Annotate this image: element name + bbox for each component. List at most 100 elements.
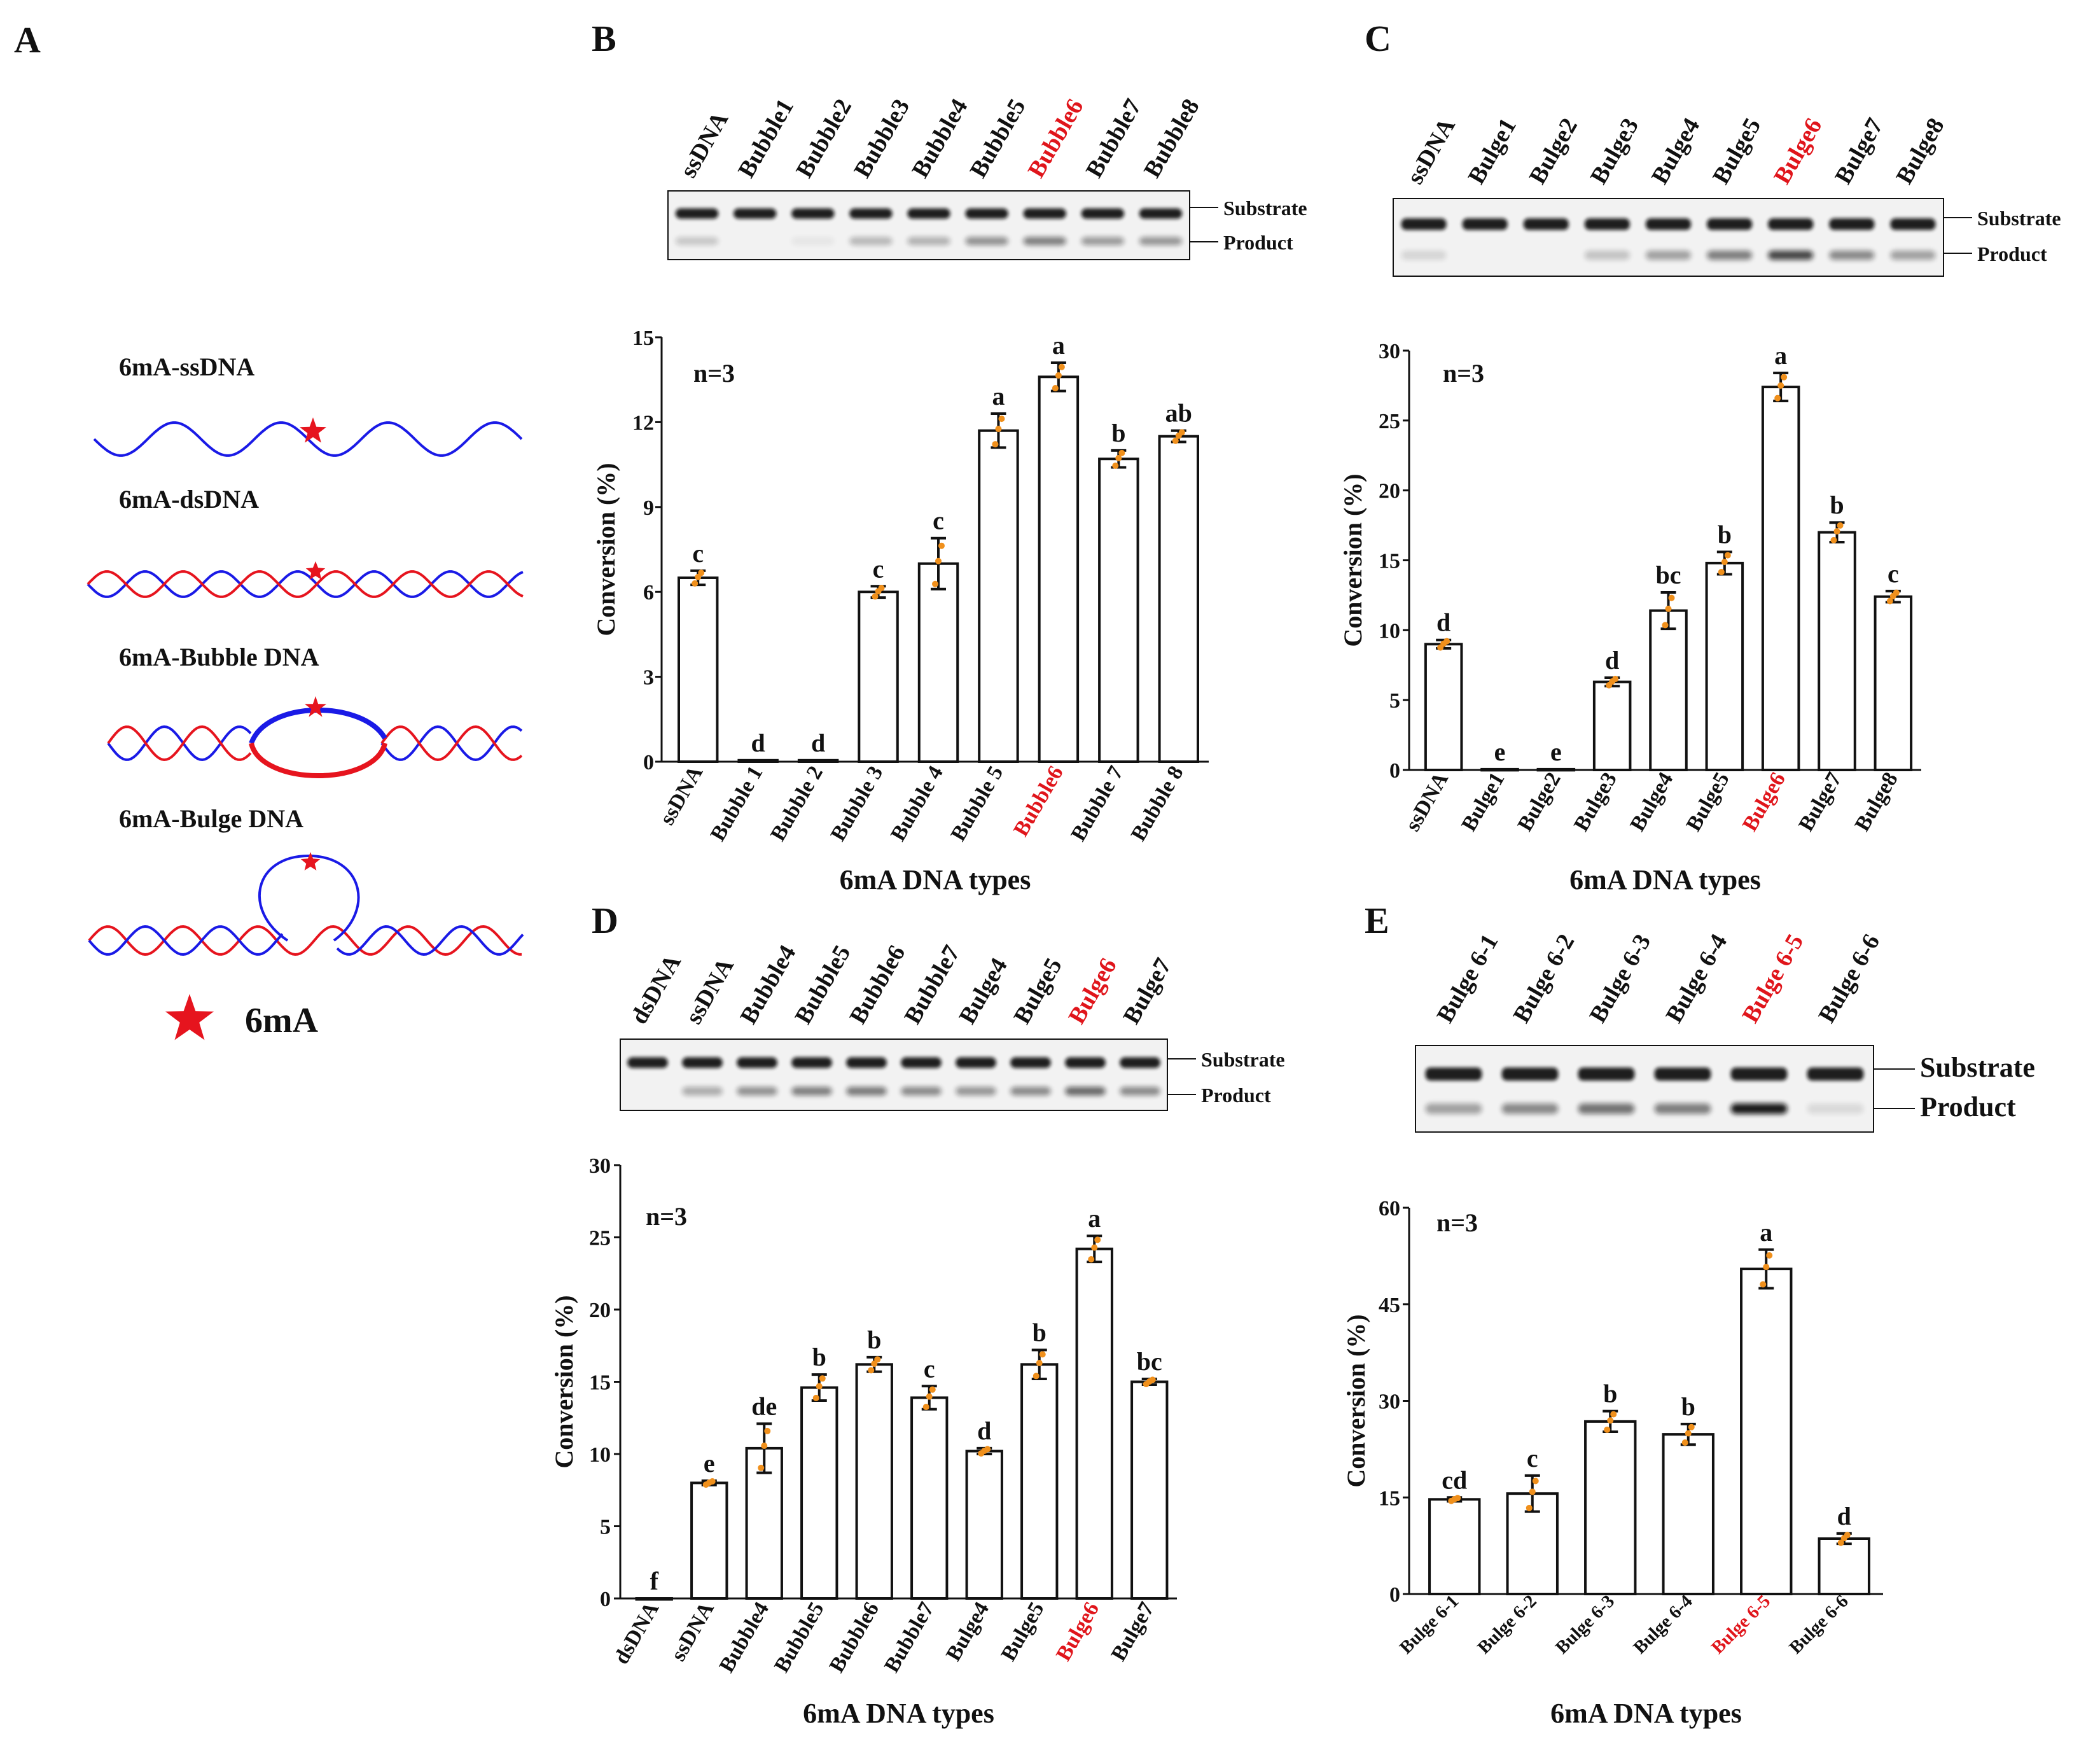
x-axis-title-c: 6mA DNA types [1569,864,1761,895]
bar [1020,1363,1059,1600]
bubble-right-red [380,725,523,762]
replicate-point [1688,1423,1695,1430]
panel-letter-c: C [1365,18,1391,59]
significance-letter: e [1494,738,1506,766]
gel-lane-label: ssDNA [1401,113,1461,188]
gel-label-substrate: Substrate [1223,197,1307,220]
significance-letter: c [933,507,944,535]
y-tick-label: 30 [1379,340,1400,363]
gel-lane-label: Bulge6 [1063,954,1122,1029]
category-label: ssDNA [655,762,707,829]
substrate-band [1401,218,1447,230]
significance-letter: bc [1137,1347,1162,1376]
y-tick-label: 30 [1379,1390,1400,1414]
product-band [1768,250,1814,260]
replicate-point [1893,589,1900,596]
substrate-band [1829,218,1875,230]
substrate-band [1501,1067,1559,1081]
product-band [1707,250,1753,260]
gel-e: Substrate Product [1415,1045,2035,1133]
replicate-point [1454,1495,1461,1502]
significance-letter: c [924,1354,935,1383]
product-band [1425,1103,1482,1114]
y-tick-label: 0 [643,751,654,774]
gel-lane-label: Bubble1 [733,94,799,182]
substrate-band [1768,218,1814,230]
replicate-point [761,1443,768,1450]
significance-letter: d [977,1416,991,1445]
significance-letter: a [1088,1204,1101,1233]
substrate-band [965,208,1008,219]
replicate-point [1115,454,1122,461]
replicate-point [1830,536,1837,543]
substrate-band [733,208,777,219]
product-band [1829,250,1875,260]
gel-lane-label: ssDNA [680,953,739,1028]
product-band [1807,1103,1864,1114]
replicate-point [1662,622,1669,629]
replicate-point [1837,1539,1844,1546]
replicate-point [764,1427,771,1434]
category-label: Bulge1 [1457,769,1509,836]
substrate-band [675,208,719,219]
significance-letter: ab [1165,399,1192,428]
substrate-band [1578,1067,1635,1081]
replicate-point [1685,1430,1692,1437]
replicate-point [1612,675,1619,682]
bar [1536,767,1576,772]
product-band [1010,1087,1051,1096]
replicate-point [1607,1417,1614,1424]
product-band [849,237,893,246]
bar [910,1396,949,1600]
substrate-band [907,208,950,219]
dna-schematic: 6mA-ssDNA 6mA-dsDNA 6mA-Bubble DNA 6mA-B… [87,353,524,1040]
gel-lane-label: Bulge5 [1008,954,1067,1029]
replicate-point [812,1394,819,1401]
substrate-band [901,1057,942,1068]
bar [1761,386,1800,771]
replicate-point [872,593,879,600]
y-axis-title-e: Conversion (%) [1342,1314,1370,1487]
y-tick-label: 30 [589,1154,611,1178]
significance-letter: b [812,1343,826,1371]
product-band [1023,237,1066,246]
replicate-point [995,426,1002,433]
y-tick-label: 5 [1389,689,1400,713]
category-label: Bulge7 [1107,1598,1159,1665]
category-label: Bubble 7 [1066,762,1128,846]
bar [1874,595,1913,771]
significance-letter: f [650,1567,659,1595]
gel-lane-label: Bubble4 [907,94,973,182]
bar [1480,767,1519,772]
gel-lane-label: Bubble8 [1139,94,1205,182]
category-label: ssDNA [1401,768,1453,836]
bar [858,591,899,763]
category-label: Bulge2 [1513,769,1566,836]
replicate-point [1094,1236,1101,1243]
bar [1130,1380,1169,1600]
gel-lane-label: Bubble3 [849,94,915,182]
replicate-point [692,580,699,587]
replicate-point [1766,1252,1773,1259]
y-tick-label: 5 [600,1516,611,1539]
replicate-point [819,1375,826,1382]
significance-letter: a [1760,1218,1772,1247]
gel-label-substrate: Substrate [1920,1052,2035,1083]
gel-label-product: Product [1920,1091,2016,1122]
significance-letter: d [1605,646,1619,675]
replicate-point [1665,605,1672,612]
bulge-right-blue [336,925,524,956]
product-band [682,1087,723,1096]
gel-frame-c [1393,198,1944,277]
legend-6ma-label: 6mA [245,1001,319,1040]
gel-frame-b [667,190,1190,260]
schematic-label-ssdna: 6mA-ssDNA [119,353,254,381]
product-band [791,237,835,246]
bar [855,1363,893,1600]
significance-letter: b [1681,1392,1695,1421]
x-axis-title-e: 6mA DNA types [1550,1698,1742,1729]
replicate-point [1681,1439,1688,1446]
bar [1740,1268,1793,1595]
